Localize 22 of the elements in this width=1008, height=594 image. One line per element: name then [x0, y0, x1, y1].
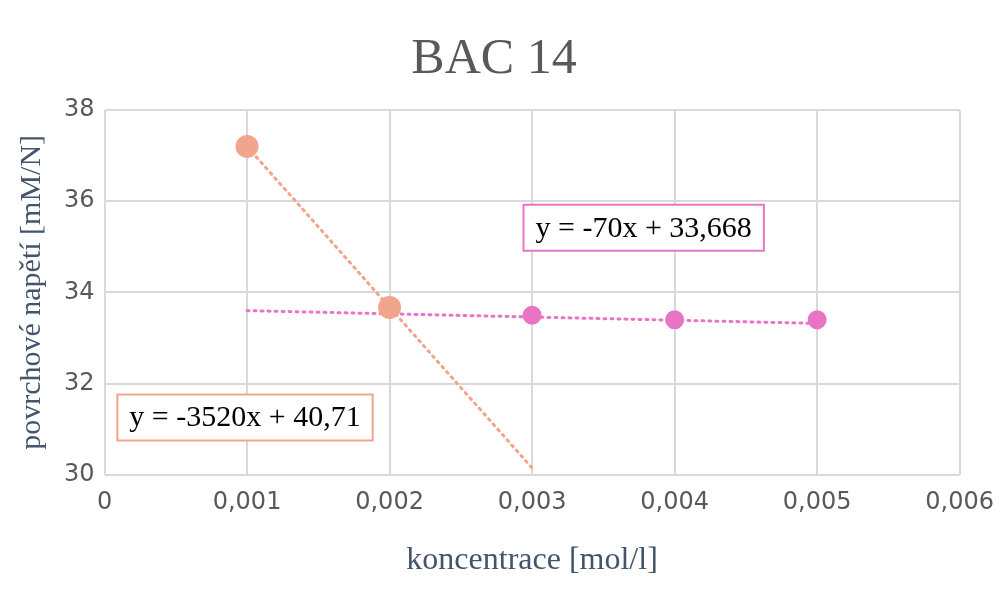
annotation: y = -3520x + 40,71 — [129, 399, 361, 433]
y-tick-label: 34 — [63, 276, 95, 305]
point — [235, 134, 259, 158]
y-tick-label: 36 — [63, 185, 95, 214]
y-tick-label: 30 — [63, 459, 95, 488]
x-tick-label: 0 — [96, 487, 113, 516]
x-tick-label: 0,001 — [212, 487, 282, 516]
x-tick-label: 0,003 — [497, 487, 567, 516]
y-tick-label: 32 — [63, 367, 95, 396]
chart-title: BAC 14 — [411, 28, 577, 85]
point — [522, 305, 542, 325]
y-tick-label: 38 — [63, 94, 95, 123]
annotation: y = -70x + 33,668 — [535, 209, 752, 243]
x-tick-label: 0,002 — [355, 487, 424, 516]
point — [807, 310, 827, 330]
point — [378, 295, 402, 319]
x-tick-label: 0,006 — [925, 487, 995, 516]
x-tick-label: 0,004 — [640, 487, 709, 516]
y-axis-title: povrchové napětí [mM/N] — [12, 134, 46, 450]
x-tick-label: 0,005 — [782, 487, 852, 516]
x-axis-title: koncentrace [mol/l] — [406, 540, 658, 577]
point — [665, 310, 685, 330]
